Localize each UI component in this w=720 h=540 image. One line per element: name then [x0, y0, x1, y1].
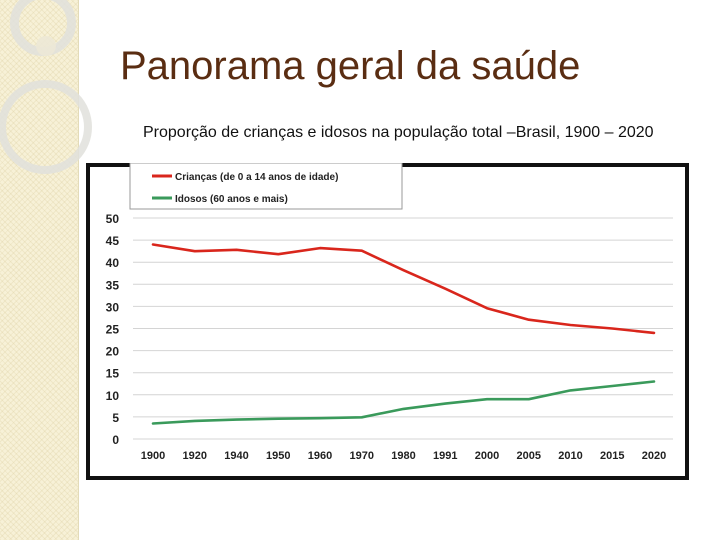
x-tick-label: 1960 — [308, 450, 332, 462]
x-tick-label: 2000 — [475, 450, 499, 462]
y-tick-label: 15 — [106, 367, 120, 381]
chart-frame: 0 5 10 15 20 25 30 35 40 45 50 1900 1920 1940 1950 1960… — [86, 163, 689, 480]
y-tick-label: 50 — [106, 212, 120, 226]
line-chart: 0 5 10 15 20 25 30 35 40 45 50 1900 1920 1940 1950 1960… — [90, 163, 685, 476]
decorative-ring — [0, 80, 92, 174]
slide-subtitle: Proporção de crianças e idosos na popula… — [143, 124, 654, 141]
legend-label: Idosos (60 anos e mais) — [175, 194, 288, 205]
y-tick-label: 10 — [106, 389, 120, 403]
x-tick-label: 1900 — [141, 450, 165, 462]
chart-background — [90, 167, 685, 476]
x-tick-label: 1950 — [266, 450, 290, 462]
x-tick-label: 1920 — [183, 450, 207, 462]
x-tick-label: 2015 — [600, 450, 624, 462]
decorative-dot — [36, 36, 56, 56]
y-tick-label: 45 — [106, 234, 120, 248]
x-tick-label: 2010 — [558, 450, 582, 462]
y-tick-label: 40 — [106, 256, 120, 270]
y-tick-label: 20 — [106, 345, 120, 359]
legend-label: Crianças (de 0 a 14 anos de idade) — [175, 172, 338, 183]
legend-box — [129, 163, 403, 210]
y-tick-label: 25 — [106, 323, 120, 337]
x-tick-label: 1980 — [391, 450, 415, 462]
y-tick-label: 5 — [112, 411, 119, 425]
y-tick-label: 35 — [106, 278, 120, 292]
x-tick-label: 1991 — [433, 450, 457, 462]
slide-title: Panorama geral da saúde — [120, 44, 581, 88]
x-tick-label: 2020 — [642, 450, 666, 462]
x-tick-label: 1940 — [224, 450, 248, 462]
x-tick-label: 2005 — [517, 450, 541, 462]
y-tick-label: 0 — [112, 433, 119, 447]
series-line-1 — [151, 380, 656, 425]
series-line-0 — [151, 243, 656, 335]
y-tick-label: 30 — [106, 300, 120, 314]
x-tick-label: 1970 — [350, 450, 374, 462]
